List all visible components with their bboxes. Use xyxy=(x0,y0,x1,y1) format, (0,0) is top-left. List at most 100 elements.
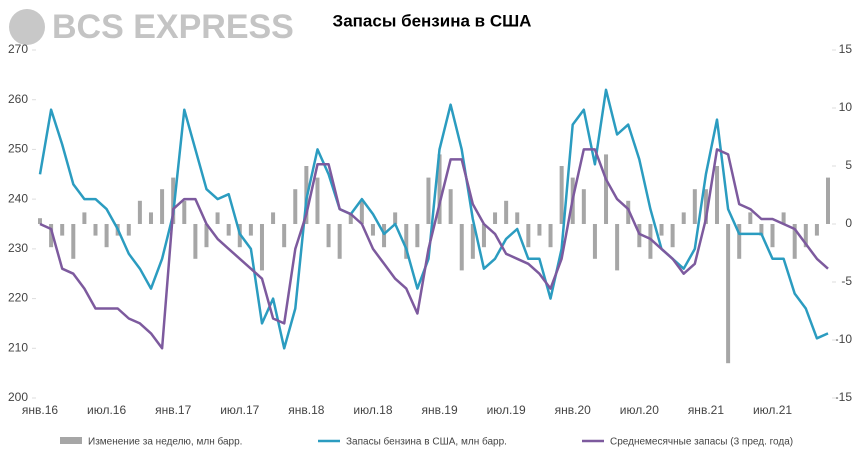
brand: BCS EXPRESS xyxy=(52,8,294,46)
x-tick-label: янв.21 xyxy=(688,403,725,417)
bar xyxy=(504,200,509,224)
y-tick-label: 270 xyxy=(8,42,28,56)
y-tick-label: 260 xyxy=(8,92,28,106)
bar xyxy=(448,189,453,224)
bar xyxy=(437,154,442,224)
bar xyxy=(737,224,742,259)
x-tick-label: июл.16 xyxy=(87,403,126,417)
bar xyxy=(814,224,819,236)
bar xyxy=(193,224,198,259)
y-tick-label: 250 xyxy=(8,142,28,156)
bar xyxy=(182,200,187,224)
bar xyxy=(337,224,342,259)
bar xyxy=(404,224,409,259)
bar xyxy=(315,177,320,224)
bar xyxy=(781,212,786,224)
x-tick-label: янв.20 xyxy=(555,403,592,417)
bar xyxy=(526,224,531,248)
bar xyxy=(537,224,542,236)
bar xyxy=(826,177,830,224)
bar xyxy=(60,224,65,236)
bar xyxy=(670,224,675,248)
x-tick-label: янв.19 xyxy=(421,403,458,417)
bar xyxy=(359,200,364,224)
line xyxy=(39,148,829,350)
y-tick-label: 240 xyxy=(8,191,28,205)
bar xyxy=(770,224,775,248)
bar xyxy=(726,224,731,364)
x-tick-label: июл.21 xyxy=(753,403,792,417)
y-tick-label: 210 xyxy=(8,340,28,354)
bar xyxy=(692,189,697,224)
y2-tick-label: 15 xyxy=(839,42,853,56)
bar xyxy=(370,224,375,236)
bar xyxy=(348,212,353,224)
x-tick-label: июл.18 xyxy=(353,403,392,417)
bar xyxy=(548,224,553,248)
bar xyxy=(282,224,287,248)
x-tick-label: июл.17 xyxy=(220,403,259,417)
y-tick-label: 200 xyxy=(8,390,28,404)
bar xyxy=(160,189,165,224)
bar xyxy=(681,212,686,224)
x-tick-label: янв.18 xyxy=(288,403,325,417)
bar xyxy=(615,224,620,271)
bar xyxy=(104,224,109,248)
bar xyxy=(49,224,54,248)
legend-label: Среднемесячные запасы (3 пред. года) xyxy=(610,437,793,448)
x-tick-label: янв.16 xyxy=(22,403,59,417)
bar xyxy=(148,212,153,224)
legend-label: Изменение за неделю, млн барр. xyxy=(88,436,242,448)
legend-label: Запасы бензина в США, млн барр. xyxy=(346,436,507,448)
bar xyxy=(637,224,642,248)
line xyxy=(38,88,829,350)
x-tick-label: июл.19 xyxy=(487,403,526,417)
y2-tick-label: -10 xyxy=(835,332,853,346)
bar xyxy=(126,224,131,236)
bar xyxy=(293,189,298,224)
bar xyxy=(703,189,708,224)
y2-tick-label: -5 xyxy=(841,274,852,288)
bar xyxy=(393,212,398,224)
y-tick-label: 220 xyxy=(8,291,28,305)
bar xyxy=(38,218,42,224)
bar xyxy=(248,224,253,236)
bar xyxy=(326,224,331,248)
y2-tick-label: -15 xyxy=(835,390,853,404)
bar xyxy=(470,224,475,259)
legend-swatch xyxy=(60,437,82,444)
bar xyxy=(226,224,231,236)
bar xyxy=(71,224,76,259)
bar xyxy=(559,166,564,224)
bar xyxy=(626,200,631,224)
bar xyxy=(803,224,808,248)
bar xyxy=(792,224,797,259)
bar xyxy=(82,212,87,224)
bar xyxy=(581,189,586,224)
bar xyxy=(426,177,431,224)
bar xyxy=(215,212,220,224)
chart-title: Запасы бензина в США xyxy=(333,11,532,30)
bar xyxy=(481,224,486,248)
bar xyxy=(659,224,664,236)
bar xyxy=(604,154,609,224)
bar xyxy=(259,224,264,271)
bar xyxy=(648,224,653,259)
bar xyxy=(271,212,276,224)
bar xyxy=(493,212,498,224)
bar xyxy=(204,224,209,248)
bar xyxy=(759,224,764,236)
bar xyxy=(748,212,753,224)
y2-tick-label: 5 xyxy=(845,158,852,172)
bar xyxy=(171,177,176,224)
bar xyxy=(515,212,520,224)
bar xyxy=(415,224,420,248)
y2-tick-label: 0 xyxy=(845,216,852,230)
bar xyxy=(382,224,387,248)
x-tick-label: июл.20 xyxy=(620,403,659,417)
bar xyxy=(93,224,98,236)
x-tick-label: янв.17 xyxy=(155,403,192,417)
y2-tick-label: 10 xyxy=(839,100,853,114)
bar xyxy=(592,224,597,259)
bar xyxy=(715,166,720,224)
